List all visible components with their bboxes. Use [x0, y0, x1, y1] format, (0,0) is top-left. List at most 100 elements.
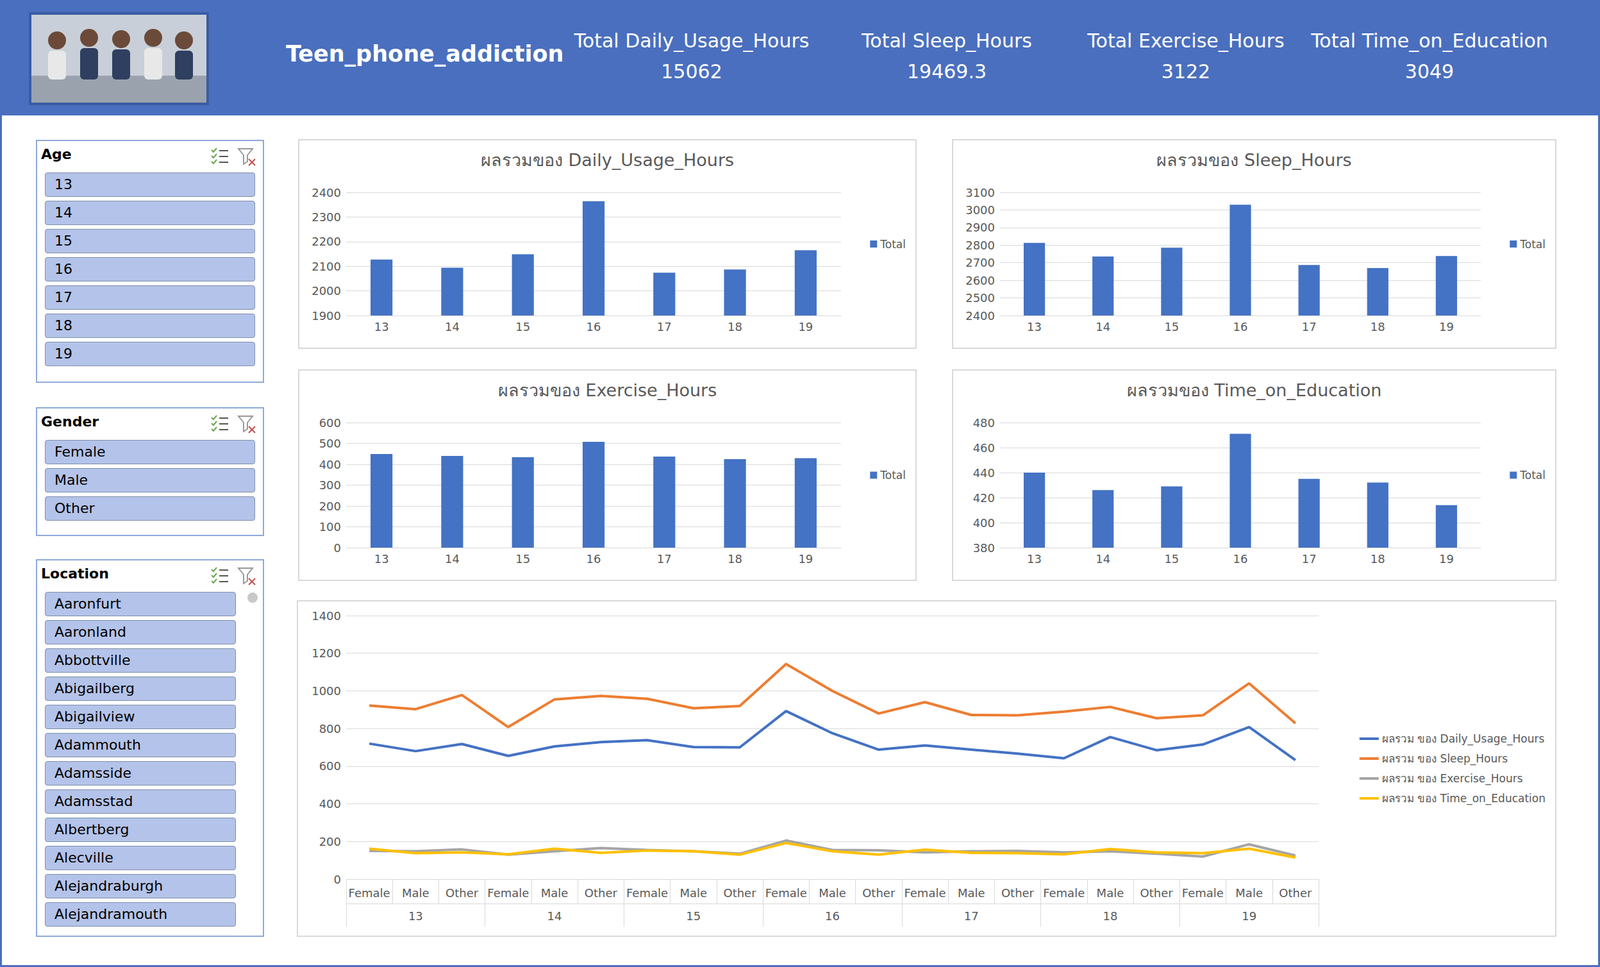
- svg-text:Other: Other: [723, 885, 757, 900]
- svg-text:15: 15: [515, 319, 531, 334]
- svg-text:2700: 2700: [965, 255, 995, 270]
- svg-text:14: 14: [444, 319, 460, 334]
- svg-text:Other: Other: [584, 885, 618, 900]
- svg-text:0: 0: [333, 541, 342, 555]
- svg-text:500: 500: [319, 436, 342, 450]
- svg-text:19: 19: [1241, 908, 1257, 923]
- svg-text:200: 200: [319, 834, 342, 849]
- svg-text:Female: Female: [487, 885, 529, 900]
- svg-text:ผลรวม ของ Daily_Usage_Hours: ผลรวม ของ Daily_Usage_Hours: [1382, 732, 1545, 746]
- svg-text:Other: Other: [1001, 885, 1035, 900]
- svg-text:Other: Other: [862, 885, 896, 900]
- svg-text:380: 380: [973, 541, 995, 555]
- svg-text:1900: 1900: [311, 308, 342, 323]
- svg-text:2800: 2800: [965, 238, 995, 252]
- svg-text:Female: Female: [626, 885, 668, 900]
- svg-text:Female: Female: [765, 885, 808, 900]
- svg-text:Other: Other: [1140, 885, 1174, 900]
- svg-text:17: 17: [964, 908, 979, 923]
- svg-text:Female: Female: [1042, 885, 1085, 900]
- svg-text:Male: Male: [679, 885, 708, 900]
- svg-text:16: 16: [825, 908, 840, 923]
- svg-text:2600: 2600: [965, 273, 995, 288]
- svg-text:Female: Female: [1182, 885, 1224, 900]
- svg-text:Total: Total: [1519, 468, 1546, 482]
- svg-text:ผลรวม ของ Sleep_Hours: ผลรวม ของ Sleep_Hours: [1382, 751, 1508, 766]
- svg-text:Other: Other: [1278, 885, 1313, 900]
- svg-text:18: 18: [1370, 551, 1386, 566]
- svg-text:2000: 2000: [311, 283, 342, 298]
- svg-text:13: 13: [408, 908, 424, 923]
- svg-text:3000: 3000: [965, 203, 995, 217]
- svg-text:Male: Male: [1096, 885, 1125, 900]
- svg-text:16: 16: [586, 319, 602, 334]
- svg-text:19: 19: [798, 551, 813, 566]
- svg-text:19: 19: [1439, 319, 1454, 334]
- svg-text:2500: 2500: [965, 291, 995, 305]
- svg-text:15: 15: [1164, 319, 1179, 334]
- svg-text:13: 13: [1026, 319, 1042, 334]
- svg-text:ผลรวมของ Daily_Usage_Hours: ผลรวมของ Daily_Usage_Hours: [480, 150, 734, 170]
- svg-text:14: 14: [1095, 319, 1111, 334]
- svg-text:18: 18: [1102, 908, 1118, 923]
- svg-text:2200: 2200: [311, 234, 342, 249]
- svg-text:2300: 2300: [311, 210, 342, 224]
- svg-text:3100: 3100: [965, 185, 995, 200]
- svg-text:1000: 1000: [311, 683, 342, 698]
- svg-text:18: 18: [727, 319, 743, 334]
- svg-text:1400: 1400: [311, 608, 342, 623]
- svg-text:600: 600: [319, 416, 342, 430]
- svg-text:ผลรวม ของ Exercise_Hours: ผลรวม ของ Exercise_Hours: [1382, 771, 1524, 786]
- svg-text:15: 15: [1164, 551, 1179, 566]
- svg-text:14: 14: [444, 551, 460, 566]
- svg-text:16: 16: [1233, 551, 1249, 566]
- svg-text:18: 18: [727, 551, 743, 566]
- svg-text:200: 200: [319, 499, 342, 513]
- svg-text:Male: Male: [401, 885, 430, 900]
- svg-text:400: 400: [973, 516, 995, 530]
- svg-text:ผลรวมของ Sleep_Hours: ผลรวมของ Sleep_Hours: [1156, 150, 1352, 170]
- svg-text:19: 19: [1439, 551, 1454, 566]
- svg-text:Other: Other: [445, 885, 479, 900]
- svg-text:Male: Male: [818, 885, 847, 900]
- svg-text:14: 14: [1095, 551, 1111, 566]
- svg-text:16: 16: [586, 551, 602, 566]
- svg-text:460: 460: [973, 441, 995, 455]
- svg-text:15: 15: [685, 908, 701, 923]
- svg-text:Total: Total: [1519, 237, 1546, 251]
- svg-text:Total: Total: [879, 468, 906, 482]
- svg-text:ผลรวมของ Time_on_Education: ผลรวมของ Time_on_Education: [1126, 380, 1383, 400]
- svg-text:13: 13: [374, 319, 390, 334]
- svg-text:Female: Female: [903, 885, 946, 900]
- svg-text:1200: 1200: [311, 646, 342, 660]
- svg-text:16: 16: [1233, 319, 1249, 334]
- svg-text:800: 800: [319, 721, 342, 736]
- svg-text:480: 480: [973, 416, 995, 430]
- svg-text:400: 400: [319, 457, 342, 472]
- svg-text:2400: 2400: [311, 185, 342, 200]
- svg-text:17: 17: [1301, 551, 1317, 566]
- svg-text:300: 300: [319, 478, 342, 492]
- svg-text:15: 15: [515, 551, 531, 566]
- svg-text:Female: Female: [348, 885, 391, 900]
- svg-text:Total: Total: [879, 237, 906, 251]
- svg-text:Male: Male: [957, 885, 986, 900]
- svg-text:600: 600: [319, 758, 342, 773]
- svg-text:2100: 2100: [311, 259, 342, 274]
- svg-text:2900: 2900: [965, 220, 995, 234]
- svg-text:17: 17: [1301, 319, 1317, 334]
- svg-text:17: 17: [657, 319, 672, 334]
- svg-text:Male: Male: [1235, 885, 1263, 900]
- svg-text:19: 19: [798, 319, 813, 334]
- svg-text:0: 0: [333, 872, 342, 886]
- svg-text:2400: 2400: [965, 308, 995, 323]
- svg-text:100: 100: [319, 519, 342, 534]
- svg-text:420: 420: [973, 491, 995, 505]
- svg-text:13: 13: [1026, 551, 1042, 566]
- svg-text:14: 14: [547, 908, 563, 923]
- svg-text:13: 13: [374, 551, 390, 566]
- svg-text:18: 18: [1370, 319, 1386, 334]
- svg-text:440: 440: [973, 466, 995, 480]
- svg-text:17: 17: [657, 551, 672, 566]
- svg-text:Male: Male: [541, 885, 569, 900]
